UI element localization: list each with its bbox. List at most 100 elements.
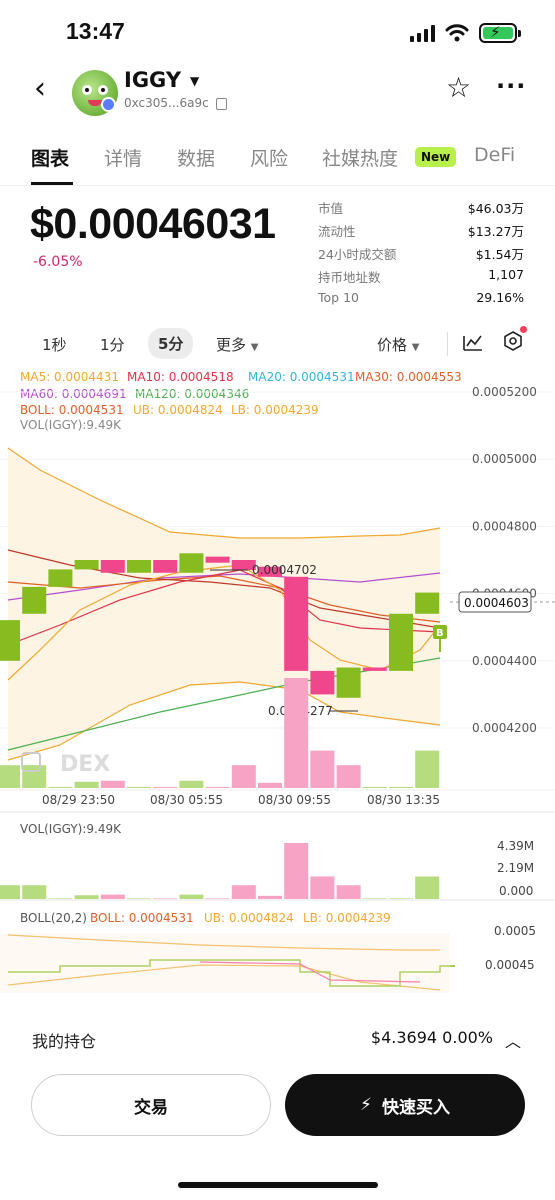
stat-row-liquidity: 流动性 $13.27万 [318,224,524,239]
boll-y-tick-0: 0.0005 [494,924,536,938]
y-tick-label: 0.0005000 [472,452,537,466]
token-dropdown-icon[interactable]: ▼ [190,74,200,88]
price-toggle-label: 价格 [377,336,408,354]
volume-bar [100,780,125,788]
candle [310,670,335,695]
price-toggle[interactable]: 价格 ▼ [377,334,420,355]
volume-bar [153,898,178,899]
volume-bar [284,678,309,788]
cellular-signal-icon [410,24,435,42]
volume-bar [0,885,20,899]
indicator-icon[interactable] [462,332,484,352]
notification-dot [520,326,527,333]
tab-social[interactable]: 社媒热度 [322,148,399,170]
volume-bar [362,898,387,899]
chevron-up-icon[interactable]: ︿ [504,1032,521,1051]
volume-bar [284,843,309,899]
copy-icon[interactable] [216,98,227,110]
volume-bar [22,885,47,899]
bollinger-upper-line [7,447,441,539]
volume-bar [48,898,73,899]
volume-bar [127,898,151,899]
ma60-line [7,572,441,601]
candle [153,560,178,573]
trade-button[interactable]: 交易 [31,1074,271,1136]
holdings-row[interactable]: 我的持仓 $4.3694 0.00% ︿ [0,1016,555,1060]
timeframe-more[interactable]: 更多 ▼ [216,334,259,355]
stat-row-volume-24h: 24小时成交额 $1.54万 [318,247,524,262]
tab-chart[interactable]: 图表 [31,148,70,170]
back-button[interactable]: ‹ [34,71,46,106]
tab-details[interactable]: 详情 [104,148,143,170]
y-tick-label: 0.0004800 [472,519,537,533]
legend-ma120: MA120: 0.0004346 [135,387,249,401]
more-menu-icon[interactable]: ··· [496,72,527,100]
timeframe-5m[interactable]: 5分 [148,328,194,359]
quick-buy-label: 快速买入 [381,1097,450,1118]
header: ‹ IGGY ▼ 0xc305...6a9c ☆ ··· [0,64,555,120]
tab-risk[interactable]: 风险 [250,148,289,170]
legend-ub: UB: 0.0004824 [133,403,223,417]
wifi-icon [445,24,469,42]
tab-data[interactable]: 数据 [177,148,216,170]
x-label-0: 08/29 23:50 [42,793,115,807]
legend-ma10: MA10: 0.0004518 [127,370,234,384]
y-tick-label: 0.0005200 [472,385,537,399]
volume-bar [310,750,335,788]
stat-row-market-cap: 市值 $46.03万 [318,201,524,216]
price-change: -6.05% [33,254,83,270]
volume-bar [310,876,335,899]
ma10-line [7,569,441,646]
boll-chart-title: BOLL(20,2) [20,911,87,925]
candle [179,553,204,573]
boll-sub-upper [7,934,440,951]
legend-ma60: MA60: 0.0004691 [20,387,127,401]
volume-bar [153,786,178,788]
volume-bar [179,780,204,788]
status-bar: 13:47 ⚡ [0,0,555,64]
settings-icon[interactable] [502,330,524,352]
timeframe-more-label: 更多 [216,336,247,354]
candle [22,586,47,614]
timeframe-1m[interactable]: 1分 [100,336,125,354]
volume-bar [362,786,387,788]
vol-chart-title: VOL(IGGY):9.49K [20,822,122,836]
last-price-value: 0.0004603 [464,596,529,610]
favorite-star-icon[interactable]: ☆ [446,71,472,104]
candle [336,667,361,698]
candle [389,613,413,671]
timeframe-1s[interactable]: 1秒 [42,336,67,354]
volume-bar [74,781,99,788]
candle [284,576,309,671]
battery-icon: ⚡ [479,23,521,43]
volume-bar [258,895,282,899]
quick-buy-button[interactable]: ⚡ 快速买入 [285,1074,525,1136]
volume-bar [336,765,361,788]
new-badge: New [415,147,457,167]
chart-toolbar: 1秒 1分 5分 更多 ▼ 价格 ▼ [0,326,555,360]
candle [100,560,125,573]
current-price: $0.00046031 [30,200,276,248]
volume-bar [389,898,413,899]
boll-chart-ub: UB: 0.0004824 [204,911,294,925]
volume-bar [336,885,361,899]
chevron-down-icon: ▼ [411,342,420,353]
ma5-line [7,564,441,681]
legend-vol: VOL(IGGY):9.49K [20,418,122,432]
tab-defi[interactable]: DeFi [474,144,516,166]
token-name[interactable]: IGGY [124,68,182,92]
volume-bar [231,885,256,899]
boll-chart-boll: BOLL: 0.0004531 [90,911,194,925]
candlesticks [0,553,440,698]
bollinger-band-area [8,448,440,760]
status-time: 13:47 [66,18,125,44]
status-icons: ⚡ [410,22,521,44]
kline-chart-area[interactable]: MA5: 0.0004431 MA10: 0.0004518 MA20: 0.0… [0,360,555,1000]
legend-ma20: MA20: 0.0004531 [248,370,355,384]
legend-ma30: MA30: 0.0004553 [355,370,462,384]
home-indicator [178,1182,378,1188]
stats-panel: 市值 $46.03万 流动性 $13.27万 24小时成交额 $1.54万 持币地址数… [318,198,524,313]
y-tick-label: 0.0004400 [472,654,537,668]
volume-bar [415,876,440,899]
stat-row-top10: Top 10 29.16% [318,290,524,305]
